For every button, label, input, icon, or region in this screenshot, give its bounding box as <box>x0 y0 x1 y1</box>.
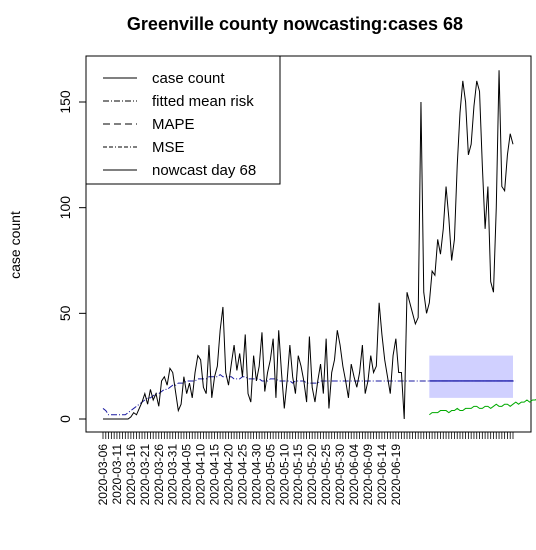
x-tick-label: 2020-05-20 <box>305 444 319 506</box>
x-tick-label: 2020-05-05 <box>263 444 277 506</box>
x-tick-label: 2020-04-15 <box>208 444 222 506</box>
x-tick-label: 2020-06-19 <box>389 444 403 506</box>
plot-area <box>85 55 536 433</box>
x-tick-label: 2020-05-15 <box>291 444 305 506</box>
legend-label-0: case count <box>152 70 225 87</box>
chart-title: Greenville county nowcasting:cases 68 <box>127 14 463 34</box>
x-tick-label: 2020-05-10 <box>277 444 291 506</box>
x-tick-label: 2020-06-14 <box>375 444 389 506</box>
plot-frame <box>85 55 532 433</box>
legend-label-4: nowcast day 68 <box>152 162 256 179</box>
y-tick-label-150: 150 <box>57 90 73 114</box>
x-tick-label: 2020-04-10 <box>194 444 208 506</box>
x-tick-label: 2020-03-11 <box>110 444 124 505</box>
x-tick-label: 2020-03-06 <box>96 444 110 506</box>
x-tick-label: 2020-04-20 <box>222 444 236 506</box>
legend-box <box>85 55 281 185</box>
y-axis: 0 50 100 150 <box>57 90 87 423</box>
y-tick-label-0: 0 <box>57 415 73 423</box>
series-case-count <box>103 70 514 420</box>
x-tick-label: 2020-06-09 <box>361 444 375 506</box>
x-tick-label: 2020-05-30 <box>333 444 347 506</box>
legend-label-3: MSE <box>152 139 185 156</box>
x-tick-label: 2020-06-04 <box>347 444 361 506</box>
legend-label-2: MAPE <box>152 116 195 133</box>
y-tick-label-100: 100 <box>57 196 73 220</box>
y-axis-label: case count <box>7 211 23 279</box>
x-axis: 2020-03-06 2020-03-11 2020-03-16 2020-03-21… <box>96 431 514 506</box>
legend: case count fitted mean risk MAPE MSE nowcast… <box>85 55 281 185</box>
x-tick-label: 2020-04-25 <box>235 444 249 506</box>
x-tick-label: 2020-03-16 <box>124 444 138 506</box>
legend-label-1: fitted mean risk <box>152 93 254 110</box>
series-nowcast-day-68 <box>429 398 536 416</box>
y-tick-label-50: 50 <box>57 305 73 321</box>
x-tick-label: 2020-04-05 <box>180 444 194 506</box>
series-fitted-mean-risk <box>102 373 516 416</box>
x-tick-label: 2020-04-30 <box>249 444 263 506</box>
error-band <box>429 355 513 398</box>
x-tick-label: 2020-03-26 <box>152 444 166 506</box>
x-tick-label: 2020-03-31 <box>166 444 180 506</box>
x-tick-label: 2020-05-25 <box>319 444 333 506</box>
x-tick-label: 2020-03-21 <box>138 444 152 506</box>
